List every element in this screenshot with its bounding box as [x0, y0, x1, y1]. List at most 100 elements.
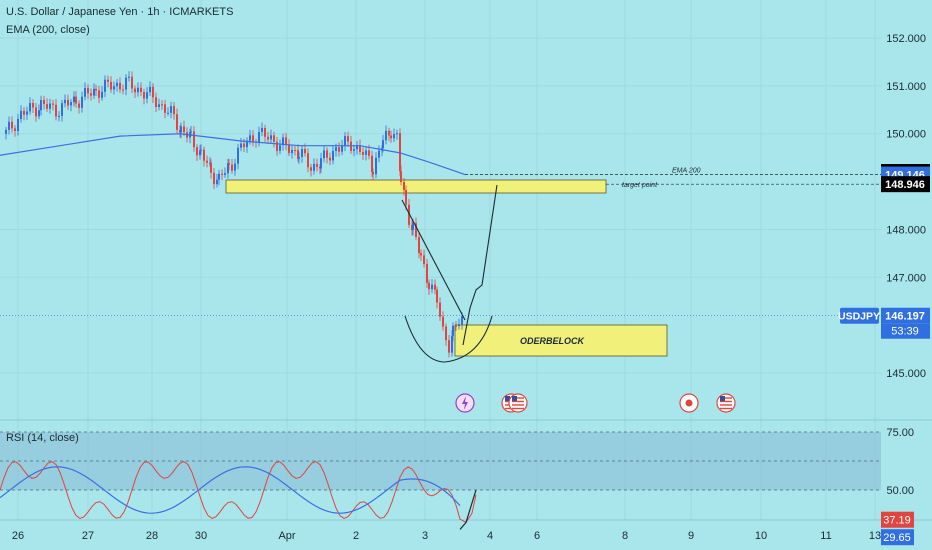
event-us-2[interactable] [508, 393, 528, 413]
candle-body [297, 150, 299, 159]
candles [5, 71, 463, 358]
candle-body [246, 140, 248, 148]
candle-body [445, 326, 447, 341]
y-tick-label: 150.000 [886, 129, 926, 141]
candle-body [344, 136, 346, 146]
candle-body [210, 162, 212, 173]
candle-body [329, 157, 331, 161]
candle-body [270, 135, 272, 140]
record-dot [685, 399, 693, 407]
candle-body [288, 144, 290, 154]
countdown-tag [881, 323, 930, 339]
candle-body [218, 173, 220, 180]
candle-body [452, 325, 454, 336]
candle-body [426, 263, 428, 283]
candle-body [393, 134, 395, 139]
x-tick-label: 10 [755, 530, 767, 542]
candle-body [375, 157, 377, 175]
candle-body [378, 150, 380, 158]
candle-body [420, 253, 422, 256]
countdown-label: 53:39 [891, 326, 919, 338]
candle-body [365, 150, 367, 155]
candle-body [304, 149, 306, 154]
candle-body [436, 289, 438, 303]
event-flash[interactable] [455, 393, 475, 413]
candle-body [252, 135, 254, 142]
candle-body [227, 163, 229, 174]
candle-body [390, 135, 392, 139]
candle-body [403, 181, 405, 191]
x-tick-label: 11 [820, 530, 831, 542]
candle-body [122, 89, 124, 91]
candle-body [84, 87, 86, 97]
y-tick-label: 147.000 [886, 272, 926, 284]
y-tick-label: 148.000 [886, 224, 926, 236]
candle-body [231, 164, 233, 171]
candle-body [164, 104, 166, 113]
candle-body [70, 102, 72, 106]
rsi-legend: RSI (14, close) [6, 432, 79, 444]
flag-canton [512, 396, 517, 401]
candle-body [107, 79, 109, 82]
x-tick-label: 28 [146, 530, 158, 542]
candle-body [196, 147, 198, 156]
rsi-line [0, 460, 477, 524]
candle-body [167, 112, 169, 114]
candle-body [26, 111, 28, 115]
candle-body [301, 149, 303, 158]
candle-body [261, 128, 263, 132]
candle-body [17, 119, 19, 132]
candle-body [279, 145, 281, 151]
candle-body [353, 149, 355, 151]
candle-body [5, 129, 7, 134]
candle-body [199, 150, 201, 156]
candle-body [49, 103, 51, 109]
y-tick-label: 145.000 [886, 368, 926, 380]
event-dot[interactable] [679, 393, 699, 413]
candle-body [243, 143, 245, 148]
candle-body [458, 324, 460, 327]
candle-body [428, 282, 430, 290]
candle-body [234, 163, 236, 171]
candle-body [368, 150, 370, 156]
candle-body [95, 88, 97, 91]
candle-body [240, 143, 242, 148]
candle-body [140, 87, 142, 92]
candle-body [152, 86, 154, 98]
candle-body [249, 135, 251, 141]
rsi-tick-label: 75.00 [886, 427, 914, 439]
candle-body [173, 106, 175, 115]
ema-200-label: EMA 200 [672, 168, 701, 175]
candle-body [320, 158, 322, 169]
candle-body [128, 76, 130, 78]
x-tick-label: 30 [195, 530, 207, 542]
candle-body [313, 163, 315, 171]
candle-body [338, 147, 340, 152]
candle-body [98, 90, 100, 98]
cup-curve [404, 315, 493, 363]
order-block-label: ODERBELOCK [520, 336, 586, 346]
x-tick-label: 4 [487, 530, 493, 542]
candle-body [58, 115, 60, 117]
x-tick-label: 27 [82, 530, 94, 542]
event-us-3[interactable] [716, 393, 736, 413]
candle-body [137, 87, 139, 93]
event-icons[interactable] [455, 393, 736, 413]
candle-body [81, 96, 83, 108]
candle-body [35, 107, 37, 117]
candle-body [362, 151, 364, 155]
candle-body [38, 110, 40, 117]
candle-body [221, 173, 223, 175]
candle-body [434, 284, 436, 290]
candle-body [170, 106, 172, 113]
target-point-label: target point [622, 182, 658, 189]
us-flag-icon [508, 393, 528, 413]
candle-body [134, 88, 136, 93]
candle-body [228, 163, 230, 165]
candle-body [149, 86, 151, 93]
candle-body [323, 150, 325, 159]
candle-body [423, 255, 425, 264]
price-tag [881, 176, 930, 193]
candle-body [180, 126, 182, 133]
